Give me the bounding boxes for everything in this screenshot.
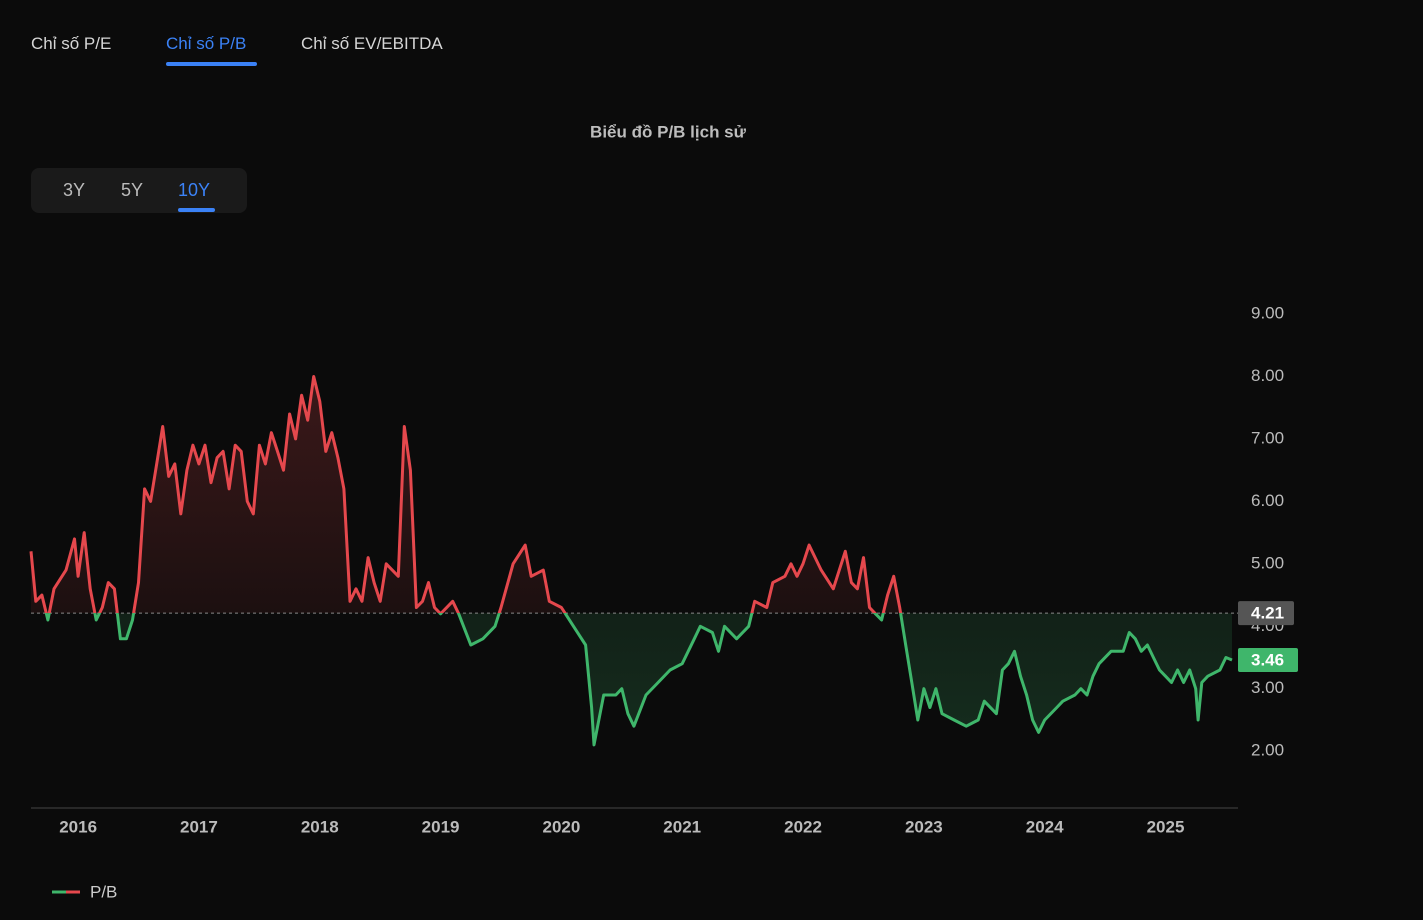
y-tick-label: 2.00 xyxy=(1251,741,1284,760)
y-tick-label: 7.00 xyxy=(1251,428,1284,447)
legend-label: P/B xyxy=(90,882,117,901)
x-tick-label: 2019 xyxy=(422,817,460,836)
x-tick-label: 2023 xyxy=(905,817,943,836)
x-tick-label: 2024 xyxy=(1026,817,1064,836)
period-selector xyxy=(31,168,247,213)
area-below xyxy=(46,613,1232,745)
x-tick-label: 2022 xyxy=(784,817,822,836)
y-tick-label: 3.00 xyxy=(1251,678,1284,697)
chart-title: Biểu đồ P/B lịch sử xyxy=(590,122,747,141)
x-tick-label: 2020 xyxy=(542,817,580,836)
x-tick-label: 2018 xyxy=(301,817,339,836)
baseline-tag xyxy=(1238,601,1294,626)
y-tick-label: 8.00 xyxy=(1251,366,1284,385)
y-tick-label: 9.00 xyxy=(1251,304,1284,323)
x-tick-label: 2017 xyxy=(180,817,218,836)
tab[interactable]: Chỉ số EV/EBITDA xyxy=(301,34,443,53)
y-tick-label: 5.00 xyxy=(1251,553,1284,572)
baseline-label: 4.21 xyxy=(1251,604,1284,623)
line-above xyxy=(29,375,903,614)
x-tick-label: 2021 xyxy=(663,817,701,836)
line-below xyxy=(44,613,1233,747)
tab[interactable]: Chỉ số P/E xyxy=(31,34,112,53)
tab-active[interactable]: Chỉ số P/B xyxy=(166,34,247,53)
period-button-active[interactable]: 10Y xyxy=(178,180,211,200)
last-value-tag xyxy=(1238,648,1298,673)
x-tick-label: 2016 xyxy=(59,817,97,836)
period-button[interactable]: 3Y xyxy=(63,180,86,200)
period-underline xyxy=(178,208,215,212)
y-tick-label: 6.00 xyxy=(1251,491,1284,510)
last-value-label: 3.46 xyxy=(1251,650,1284,669)
period-button[interactable]: 5Y xyxy=(121,180,144,200)
x-tick-label: 2025 xyxy=(1147,817,1185,836)
tab-underline xyxy=(166,62,257,66)
